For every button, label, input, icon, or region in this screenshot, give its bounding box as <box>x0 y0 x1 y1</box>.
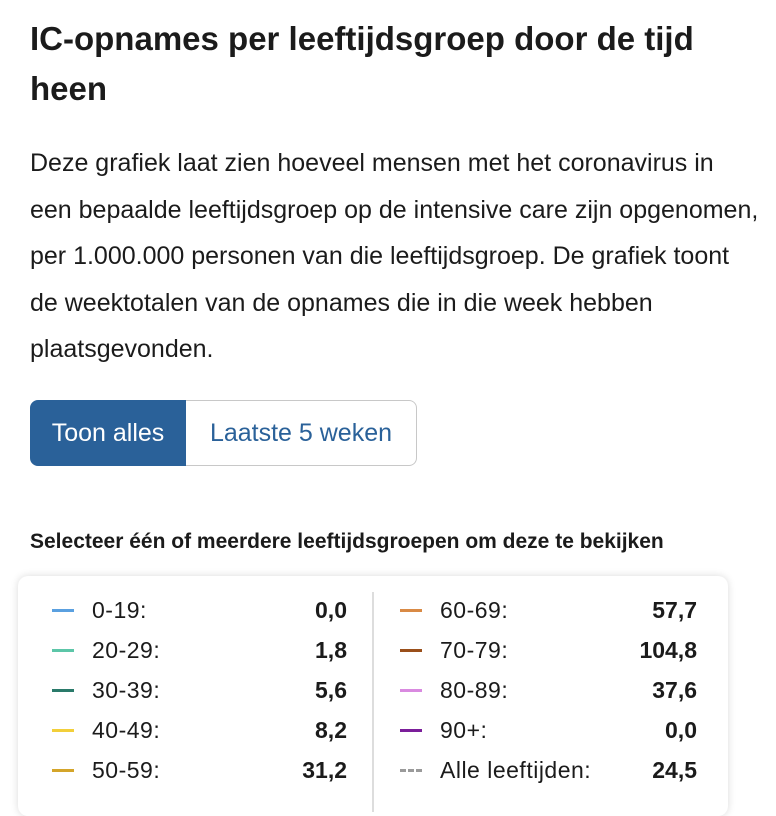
legend-label: 40-49: <box>92 716 161 743</box>
legend-swatch <box>400 648 422 652</box>
legend-item[interactable]: Alle leeftijden: 24,5 <box>400 750 697 790</box>
legend-swatch <box>400 728 422 732</box>
range-toggle: Toon alles Laatste 5 weken <box>30 400 417 466</box>
legend-item[interactable]: 40-49: 8,2 <box>52 710 347 750</box>
legend-label: 70-79: <box>440 636 509 663</box>
legend-label: 0-19: <box>92 596 147 623</box>
legend-value: 104,8 <box>639 636 697 663</box>
legend-value: 57,7 <box>652 596 697 623</box>
legend-value: 0,0 <box>665 716 697 743</box>
legend-swatch <box>400 768 422 772</box>
legend-swatch <box>52 768 74 772</box>
legend-card: 0-19: 0,0 20-29: 1,8 30-39: 5,6 40-49: 8,2 50-59… <box>18 576 728 816</box>
legend-swatch <box>52 608 74 612</box>
legend-item[interactable]: 60-69: 57,7 <box>400 590 697 630</box>
legend-label: 50-59: <box>92 756 161 783</box>
legend-item[interactable]: 70-79: 104,8 <box>400 630 697 670</box>
legend-swatch <box>52 728 74 732</box>
legend-item[interactable]: 0-19: 0,0 <box>52 590 347 630</box>
legend-value: 1,8 <box>315 636 347 663</box>
divider <box>372 592 374 812</box>
show-all-button[interactable]: Toon alles <box>30 400 186 466</box>
legend-label: 30-39: <box>92 676 161 703</box>
legend-item[interactable]: 50-59: 31,2 <box>52 750 347 790</box>
page-title: IC-opnames per leeftijdsgroep door de ti… <box>30 20 694 107</box>
legend-value: 0,0 <box>315 596 347 623</box>
legend-value: 5,6 <box>315 676 347 703</box>
legend-item[interactable]: 80-89: 37,6 <box>400 670 697 710</box>
legend-item[interactable]: 90+: 0,0 <box>400 710 697 750</box>
legend-label: 80-89: <box>440 676 509 703</box>
legend-label: 90+: <box>440 716 488 743</box>
legend-swatch <box>52 688 74 692</box>
legend-value: 31,2 <box>302 756 347 783</box>
legend-title: Selecteer één of meerdere leeftijdsgroep… <box>30 530 664 553</box>
legend-swatch <box>400 688 422 692</box>
description: Deze grafiek laat zien hoeveel mensen me… <box>30 149 759 363</box>
legend-value: 8,2 <box>315 716 347 743</box>
legend-swatch <box>400 608 422 612</box>
legend-label: 60-69: <box>440 596 509 623</box>
legend-label: 20-29: <box>92 636 161 663</box>
legend-swatch <box>52 648 74 652</box>
legend-item[interactable]: 20-29: 1,8 <box>52 630 347 670</box>
legend-item[interactable]: 30-39: 5,6 <box>52 670 347 710</box>
legend-value: 37,6 <box>652 676 697 703</box>
legend-label: Alle leeftijden: <box>440 756 592 783</box>
last-weeks-button[interactable]: Laatste 5 weken <box>186 400 417 466</box>
legend-value: 24,5 <box>652 756 697 783</box>
